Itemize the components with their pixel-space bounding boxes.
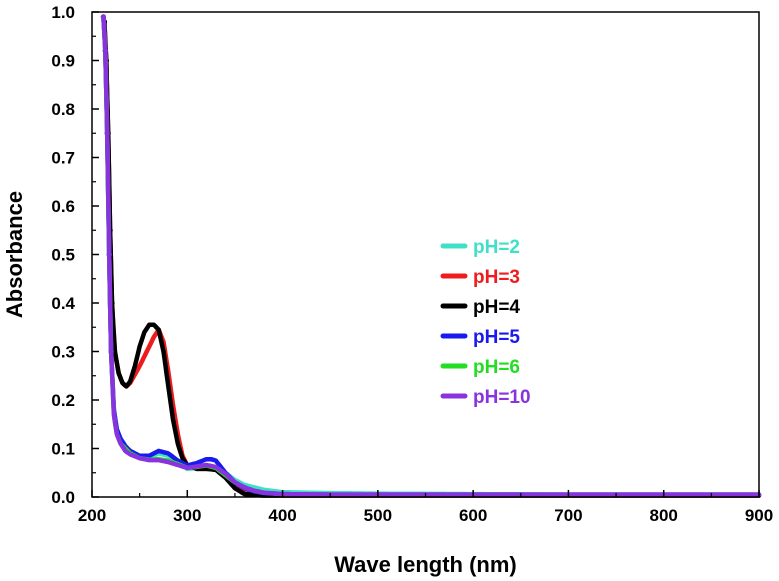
series-ph-6 bbox=[100, 14, 762, 497]
y-axis-title: Absorbance bbox=[2, 191, 27, 318]
legend-label: pH=5 bbox=[473, 327, 520, 348]
axis-tick-labels: 200 300 400 500 600 700 800 900 0.0 0.1 0.2 0.3 0.4 0… bbox=[51, 3, 773, 525]
y-tick-label: 0.8 bbox=[51, 100, 75, 119]
series-curves bbox=[100, 14, 762, 498]
x-tick-label: 500 bbox=[364, 506, 392, 525]
y-tick-label: 0.7 bbox=[51, 149, 75, 168]
series-line bbox=[102, 19, 762, 498]
legend: pH=2 pH=3 pH=4 pH=5 pH=6 pH=10 bbox=[440, 237, 531, 408]
data-point bbox=[106, 251, 112, 258]
y-tick-label: 0.0 bbox=[51, 488, 75, 507]
legend-item: pH=5 bbox=[440, 327, 520, 348]
series-ph-5 bbox=[100, 14, 762, 497]
y-tick-label: 0.4 bbox=[51, 294, 75, 313]
series-ph-4 bbox=[101, 19, 762, 498]
x-tick-label: 800 bbox=[650, 506, 678, 525]
x-tick-label: 400 bbox=[268, 506, 296, 525]
series-line bbox=[101, 14, 762, 497]
legend-label: pH=4 bbox=[473, 297, 520, 318]
y-tick-label: 1.0 bbox=[51, 3, 75, 22]
legend-item: pH=4 bbox=[440, 297, 520, 318]
series-ph-2 bbox=[100, 14, 762, 497]
y-tick-label: 0.1 bbox=[51, 440, 75, 459]
legend-label: pH=2 bbox=[473, 237, 520, 258]
x-tick-label: 700 bbox=[554, 506, 582, 525]
legend-item: pH=2 bbox=[440, 237, 520, 258]
data-point bbox=[100, 14, 106, 20]
axis-ticks bbox=[91, 11, 760, 498]
legend-label: pH=10 bbox=[473, 387, 531, 408]
series-ph-3 bbox=[101, 19, 762, 498]
y-tick-label: 0.2 bbox=[51, 391, 75, 410]
plot-frame bbox=[91, 11, 760, 498]
data-point bbox=[104, 130, 110, 136]
y-tick-label: 0.3 bbox=[51, 343, 75, 362]
y-tick-label: 0.9 bbox=[51, 52, 75, 71]
legend-item: pH=3 bbox=[440, 267, 520, 288]
x-axis-title: Wave length (nm) bbox=[334, 552, 517, 577]
series-line bbox=[102, 19, 762, 498]
data-point bbox=[108, 348, 114, 355]
legend-item: pH=10 bbox=[440, 387, 531, 408]
series-line bbox=[101, 14, 762, 497]
x-tick-label: 600 bbox=[459, 506, 487, 525]
series-line bbox=[101, 14, 762, 497]
y-tick-label: 0.5 bbox=[51, 246, 75, 265]
series-ph-10 bbox=[100, 14, 762, 497]
x-tick-label: 300 bbox=[173, 506, 201, 525]
legend-label: pH=3 bbox=[473, 267, 520, 288]
series-line bbox=[101, 14, 762, 497]
legend-label: pH=6 bbox=[473, 357, 520, 378]
y-tick-label: 0.6 bbox=[51, 197, 75, 216]
x-tick-label: 900 bbox=[745, 506, 773, 525]
legend-item: pH=6 bbox=[440, 357, 520, 378]
data-point bbox=[102, 48, 108, 54]
x-tick-label: 200 bbox=[78, 506, 106, 525]
